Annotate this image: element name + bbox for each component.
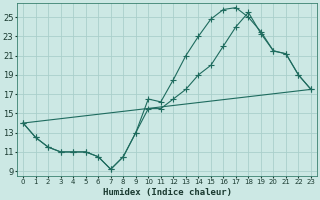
X-axis label: Humidex (Indice chaleur): Humidex (Indice chaleur) [102,188,232,197]
